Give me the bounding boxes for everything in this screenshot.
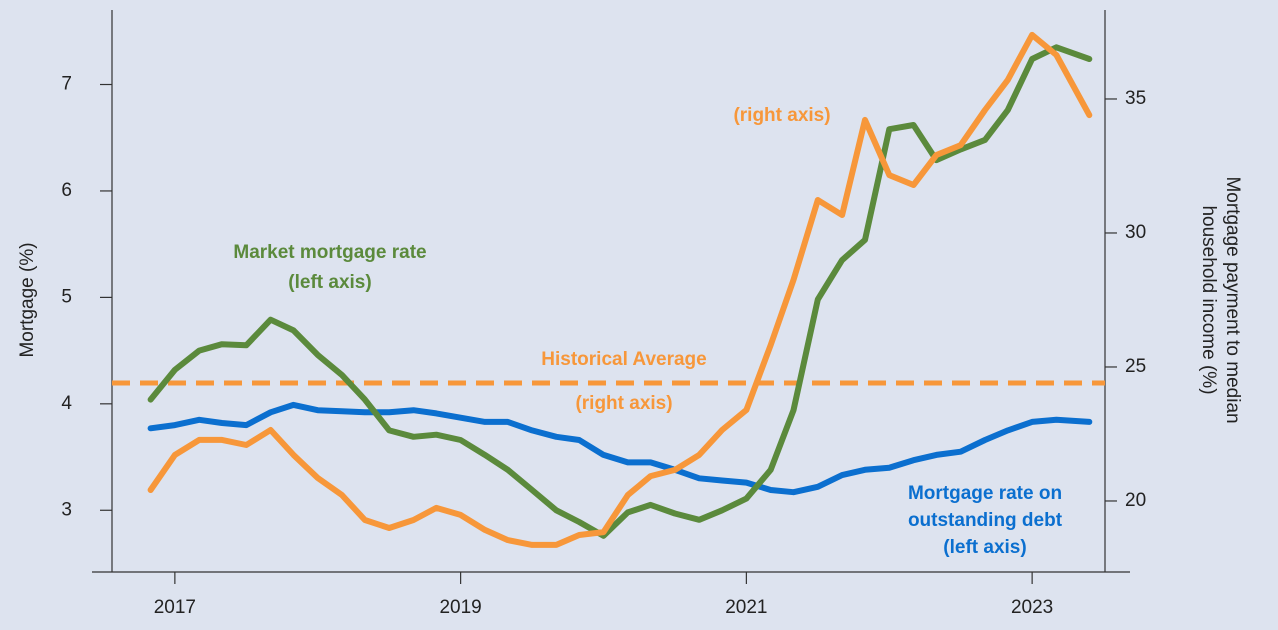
- y-tick-label: 4: [61, 393, 72, 414]
- y-tick-label: 7: [61, 74, 72, 95]
- series-line: [147, 31, 1093, 548]
- y2-axis-label: household income (%): [1198, 205, 1219, 394]
- series-line: [147, 401, 1093, 496]
- x-tick-label: 2019: [439, 597, 481, 618]
- y-tick-label: 6: [61, 180, 72, 201]
- y2-tick-label: 25: [1125, 356, 1146, 377]
- series-line: [147, 44, 1093, 539]
- annotation: (left axis): [943, 537, 1026, 558]
- annotation: Historical Average: [541, 349, 706, 370]
- y2-tick-label: 35: [1125, 88, 1146, 109]
- annotation: (right axis): [575, 393, 672, 414]
- annotation: Market mortgage rate: [233, 242, 426, 263]
- x-tick-label: 2017: [154, 597, 196, 618]
- y-tick-label: 3: [61, 499, 72, 520]
- y2-axis-label: Mortgage payment to median: [1222, 176, 1243, 423]
- y-axis-label: Mortgage (%): [17, 242, 38, 357]
- annotation: (left axis): [288, 272, 371, 293]
- y2-tick-label: 30: [1125, 222, 1146, 243]
- x-tick-label: 2023: [1011, 597, 1053, 618]
- annotation: (right axis): [733, 105, 830, 126]
- annotation: outstanding debt: [908, 510, 1063, 531]
- y2-tick-label: 20: [1125, 490, 1146, 511]
- y-tick-label: 5: [61, 286, 72, 307]
- x-tick-label: 2021: [725, 597, 767, 618]
- annotation: Mortgage rate on: [908, 483, 1062, 504]
